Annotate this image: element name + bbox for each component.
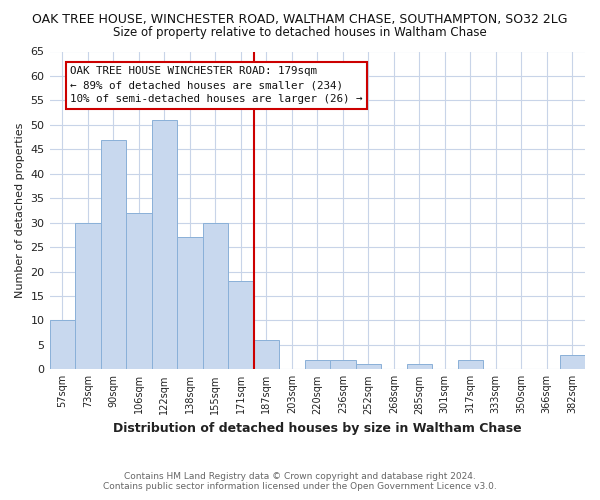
Bar	[126, 213, 152, 370]
Bar	[305, 360, 330, 370]
Bar	[254, 340, 279, 370]
Text: Contains HM Land Registry data © Crown copyright and database right 2024.
Contai: Contains HM Land Registry data © Crown c…	[103, 472, 497, 491]
Y-axis label: Number of detached properties: Number of detached properties	[15, 122, 25, 298]
X-axis label: Distribution of detached houses by size in Waltham Chase: Distribution of detached houses by size …	[113, 422, 521, 435]
Bar	[228, 282, 254, 370]
Bar	[458, 360, 483, 370]
Bar	[203, 222, 228, 370]
Bar	[152, 120, 177, 370]
Bar	[101, 140, 126, 370]
Bar	[407, 364, 432, 370]
Bar	[75, 222, 101, 370]
Bar	[356, 364, 381, 370]
Bar	[50, 320, 75, 370]
Bar	[330, 360, 356, 370]
Bar	[177, 238, 203, 370]
Text: OAK TREE HOUSE WINCHESTER ROAD: 179sqm
← 89% of detached houses are smaller (234: OAK TREE HOUSE WINCHESTER ROAD: 179sqm ←…	[70, 66, 362, 104]
Text: OAK TREE HOUSE, WINCHESTER ROAD, WALTHAM CHASE, SOUTHAMPTON, SO32 2LG: OAK TREE HOUSE, WINCHESTER ROAD, WALTHAM…	[32, 12, 568, 26]
Text: Size of property relative to detached houses in Waltham Chase: Size of property relative to detached ho…	[113, 26, 487, 39]
Bar	[560, 354, 585, 370]
